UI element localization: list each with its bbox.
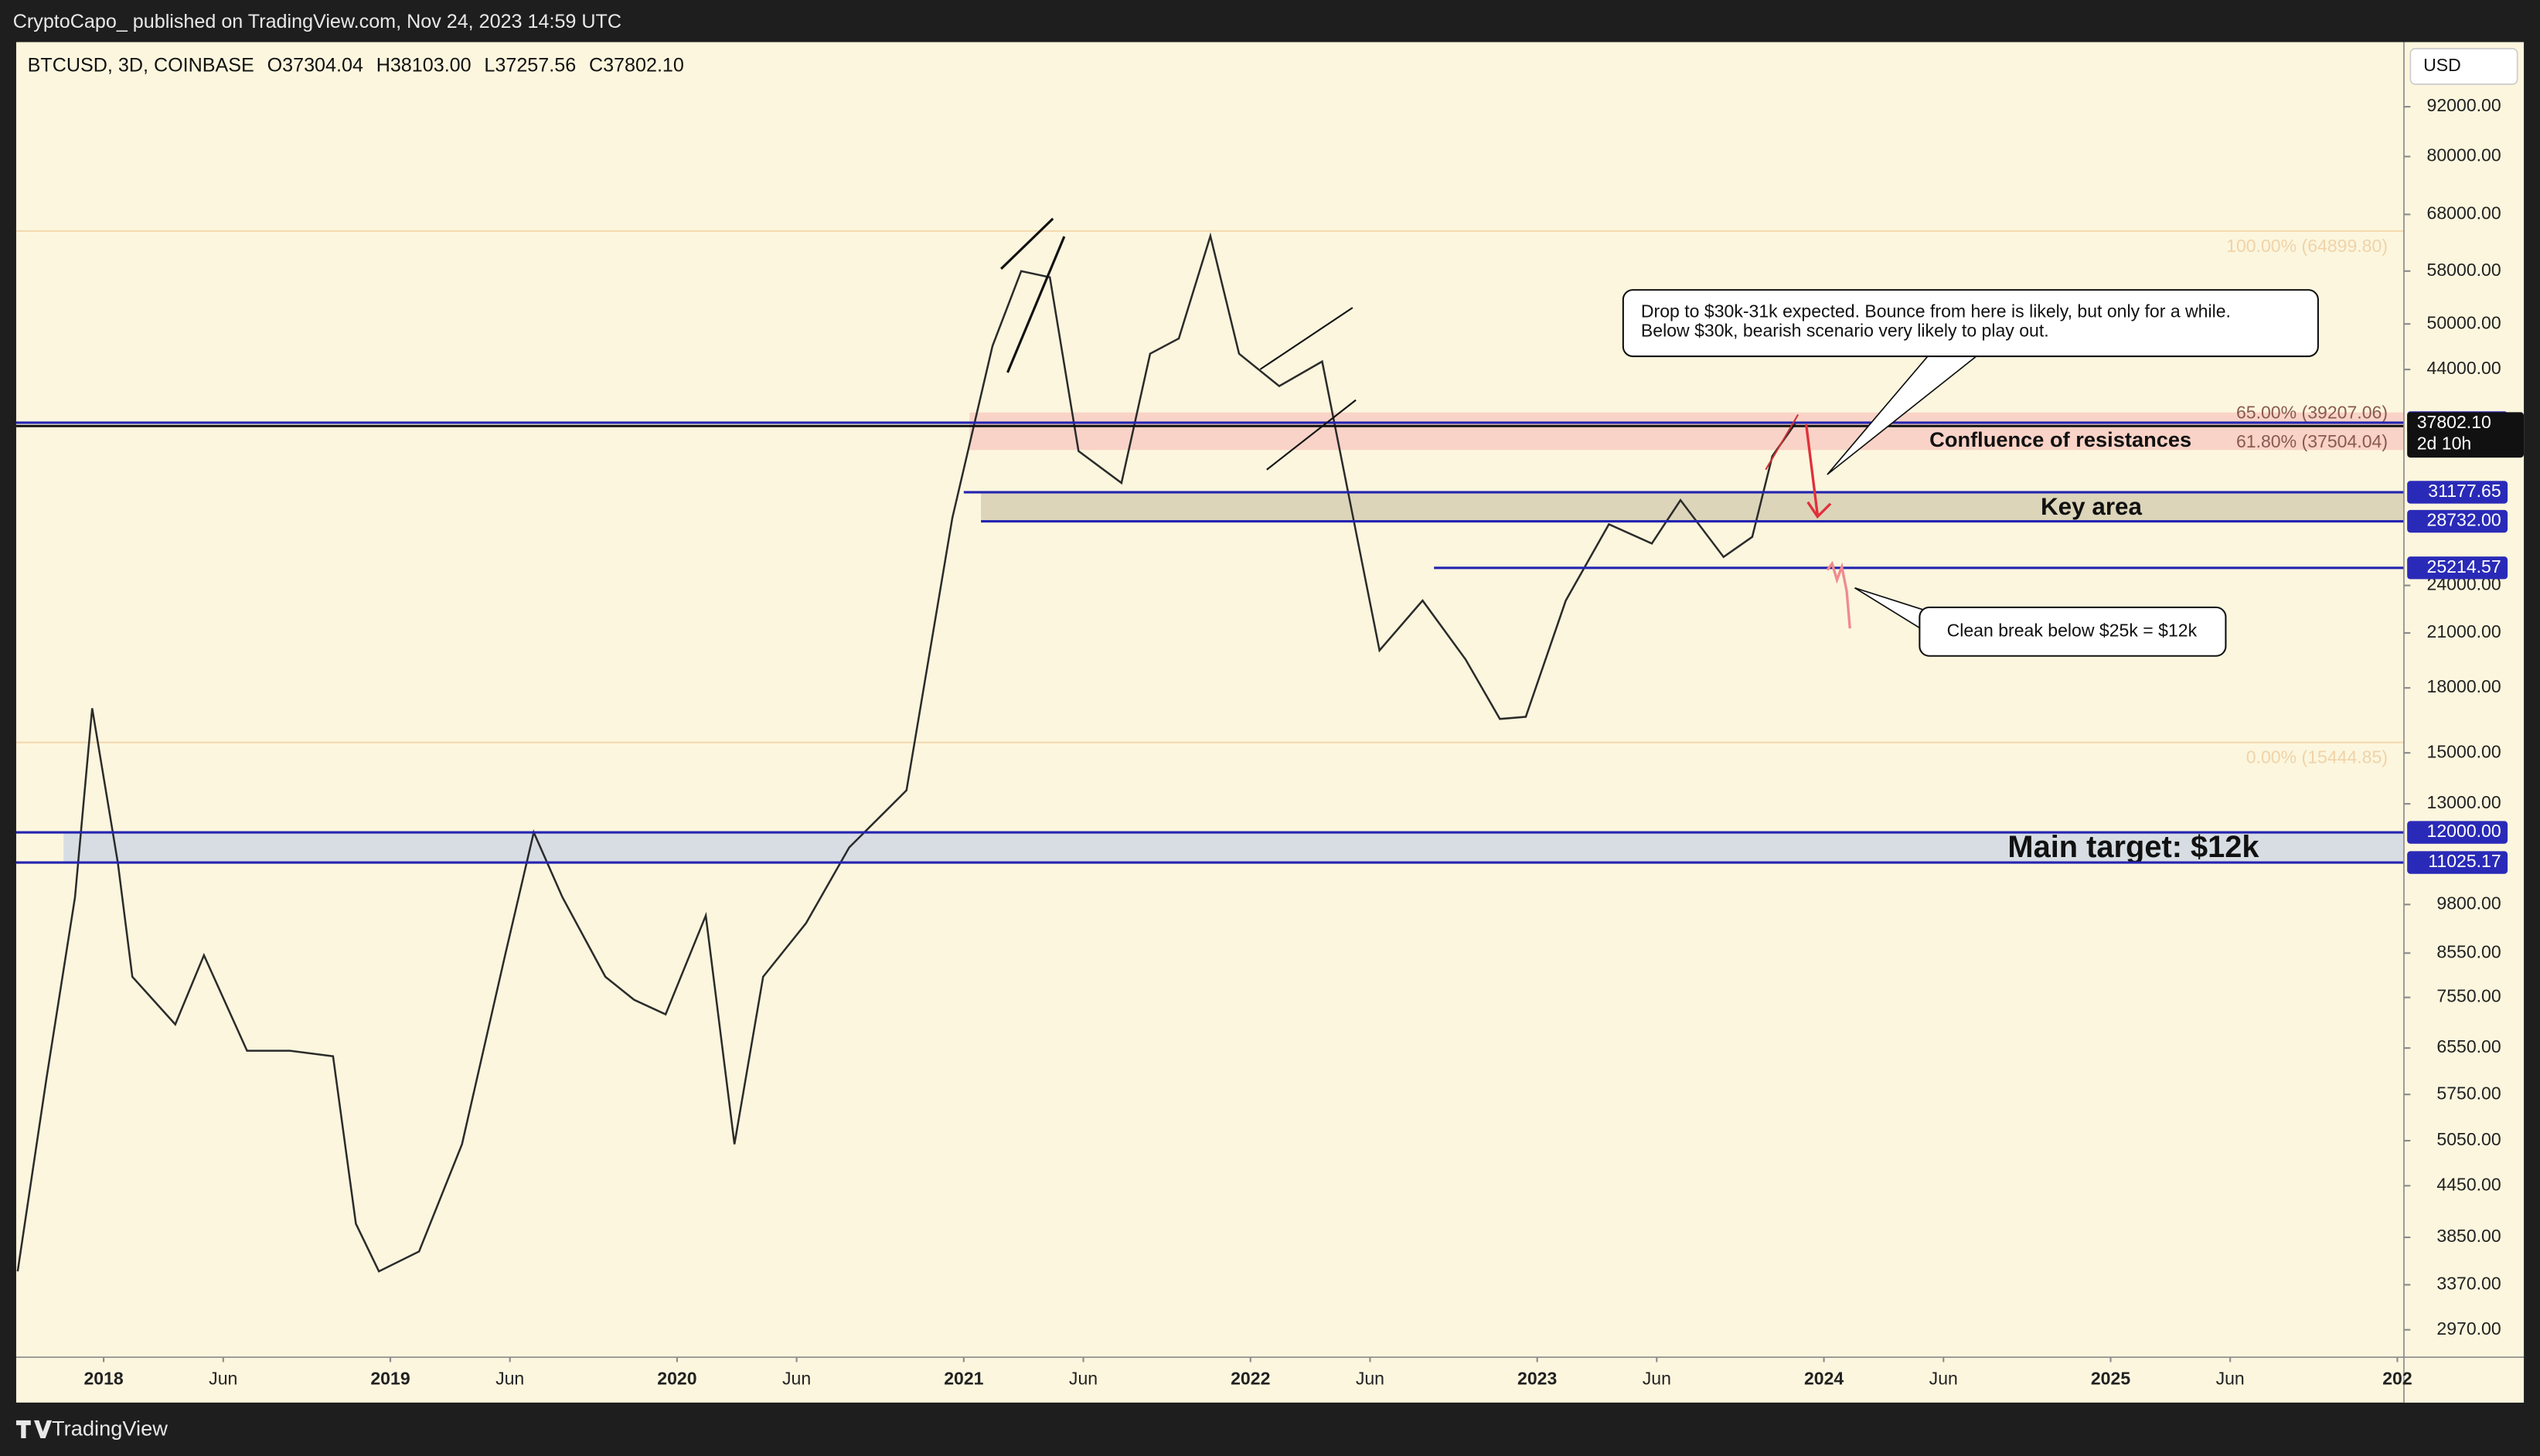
x-tick-label: Jun [1356, 1369, 1384, 1389]
callout-text: Drop to $30k-31k expected. Bounce from h… [1641, 301, 2231, 321]
x-tick-label: 2021 [944, 1369, 983, 1389]
fib-label: 65.00% (39207.06) [2236, 403, 2388, 423]
x-tick-label: 2022 [1231, 1369, 1270, 1389]
zone [969, 412, 2404, 451]
x-tick-label: 2025 [2091, 1369, 2130, 1389]
y-tick-label: 21000.00 [2427, 621, 2501, 641]
zone-label: Confluence of resistances [1929, 427, 2191, 451]
price-line [16, 232, 1796, 1273]
y-tick-label: 80000.00 [2427, 145, 2501, 165]
brand: TradingView [52, 1417, 168, 1441]
callout-box [1919, 606, 2227, 657]
arrow [1805, 424, 1832, 519]
level-badge [2407, 509, 2508, 533]
y-tick-label: 5050.00 [2436, 1129, 2501, 1149]
channel-line [1006, 236, 1066, 373]
price-label: 37802.10 [2417, 412, 2491, 432]
ohlc-value: H38103.00 [376, 55, 472, 77]
level-badge [2407, 851, 2508, 874]
callout-box [1622, 289, 2319, 358]
callout-text: Below $30k, bearish scenario very likely… [1641, 321, 2049, 341]
price-badge [2407, 412, 2525, 458]
fib-label: 0.00% (15444.85) [2246, 747, 2388, 767]
zone-label: Main target: $12k [2007, 830, 2259, 864]
ohlc-value: L37257.56 [484, 55, 576, 77]
y-tick-label: 8550.00 [2436, 941, 2501, 961]
level-label: 11025.17 [2428, 851, 2501, 871]
zone-label: Key area [2041, 493, 2143, 520]
x-tick-label: 2024 [1804, 1369, 1844, 1389]
y-tick-label: 68000.00 [2427, 203, 2501, 223]
publisher: CryptoCapo_ published on TradingView.com… [13, 11, 621, 32]
y-tick-label: 18000.00 [2427, 676, 2501, 696]
y-tick-label: 50000.00 [2427, 312, 2501, 332]
ohlc-value: C37802.10 [589, 55, 684, 77]
x-tick-label: Jun [1643, 1369, 1671, 1389]
chart-panel [15, 42, 2525, 1403]
fib-label: 100.00% (64899.80) [2226, 236, 2388, 256]
currency-box [2409, 48, 2518, 85]
x-tick-label: 202 [2382, 1369, 2412, 1389]
x-tick-label: Jun [209, 1369, 237, 1389]
ohlc-value: O37304.04 [267, 55, 363, 77]
y-tick-label: 5750.00 [2436, 1083, 2501, 1103]
channel-line [1765, 413, 1799, 471]
y-tick-label: 3850.00 [2436, 1226, 2501, 1246]
y-tick-label: 13000.00 [2427, 792, 2501, 812]
symbol-title: BTCUSD, 3D, COINBASE [28, 55, 254, 77]
x-tick-label: 2023 [1517, 1369, 1557, 1389]
y-tick-label: 6550.00 [2436, 1036, 2501, 1056]
currency: USD [2423, 55, 2461, 75]
y-tick-label: 9800.00 [2436, 893, 2501, 913]
brand-logo [15, 1420, 53, 1438]
level-label: 31177.65 [2428, 481, 2501, 501]
channel-line [1266, 399, 1357, 471]
y-tick-label: 7550.00 [2436, 986, 2501, 1006]
x-tick-label: Jun [495, 1369, 524, 1389]
projection-squiggle [1826, 560, 1851, 629]
x-tick-label: Jun [782, 1369, 811, 1389]
y-tick-label: 44000.00 [2427, 358, 2501, 378]
channel-line [1259, 307, 1353, 370]
price-axis [2403, 42, 2525, 1403]
x-tick-label: 2018 [83, 1369, 123, 1389]
countdown: 2d 10h [2417, 433, 2472, 453]
level-label: 25214.57 [2427, 556, 2501, 577]
level-badge [2407, 556, 2508, 580]
x-tick-label: Jun [1929, 1369, 1958, 1389]
level-label: 28732.00 [2427, 510, 2501, 530]
level-label: 12000.00 [2427, 821, 2501, 841]
channel-line [1000, 217, 1054, 270]
level-badge [2407, 821, 2508, 844]
y-tick-label: 4450.00 [2436, 1174, 2501, 1194]
plot-area: 100.00% (64899.80) 65.00% (39207.06) 61.80… [15, 230, 2404, 1273]
level-badge [2407, 481, 2508, 504]
y-tick-label: 58000.00 [2427, 260, 2501, 280]
drawings [1000, 217, 1799, 471]
fib-label: 61.80% (37504.04) [2236, 431, 2388, 451]
x-tick-label: Jun [2216, 1369, 2245, 1389]
y-tick-label: 2970.00 [2436, 1318, 2501, 1339]
axes: 92000.00 80000.00 68000.00 58000.00 50000.00… [83, 95, 2525, 1389]
y-tick-label: 3370.00 [2436, 1274, 2501, 1294]
zone [63, 832, 2404, 863]
y-tick-label: 15000.00 [2427, 741, 2501, 761]
x-tick-label: Jun [1069, 1369, 1098, 1389]
y-tick-label: 92000.00 [2427, 95, 2501, 115]
x-tick-label: 2019 [370, 1369, 410, 1389]
x-tick-label: 2020 [657, 1369, 696, 1389]
callout-text: Clean break below $25k = $12k [1947, 620, 2198, 640]
